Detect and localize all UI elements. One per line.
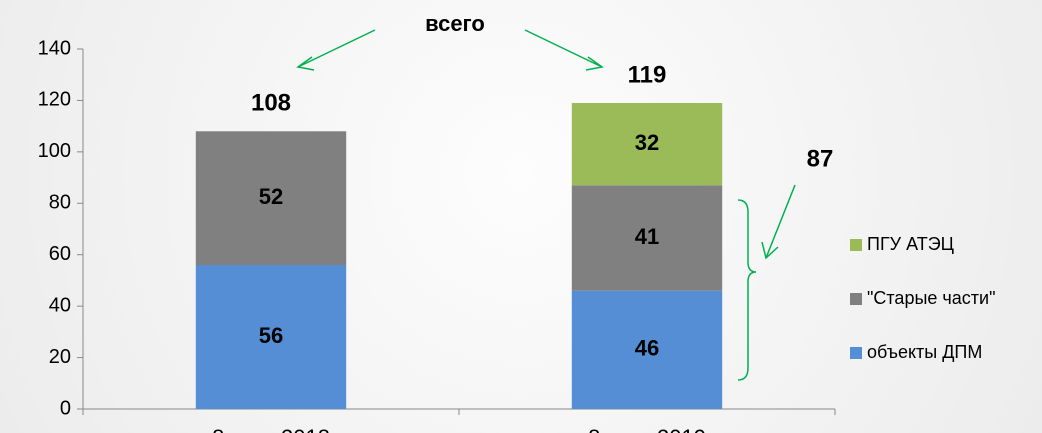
bar-segment <box>571 185 723 291</box>
value-label: 46 <box>635 336 659 361</box>
value-label: 41 <box>635 224 659 249</box>
legend-swatch <box>850 293 862 305</box>
y-tick-label: 20 <box>49 346 71 368</box>
y-tick-label: 140 <box>38 37 71 59</box>
bar-segment <box>195 131 347 265</box>
y-tick-label: 40 <box>49 294 71 316</box>
legend-swatch <box>850 347 862 359</box>
y-tick-label: 120 <box>38 89 71 111</box>
value-label: 56 <box>259 323 283 348</box>
y-tick-label: 100 <box>38 140 71 162</box>
value-label: 52 <box>259 184 283 209</box>
value-label: 32 <box>635 130 659 155</box>
annotation: всего <box>425 11 485 36</box>
x-tick-label: 8 мес. 2018 <box>212 425 330 433</box>
annotation: 87 <box>807 145 834 172</box>
y-tick-label: 60 <box>49 243 71 265</box>
legend-label: объекты ДПМ <box>867 342 982 362</box>
legend-label: ПГУ АТЭЦ <box>867 234 954 254</box>
legend-swatch <box>850 239 862 251</box>
bar-segment <box>571 290 723 409</box>
legend-label: "Старые части" <box>867 288 995 308</box>
y-tick-label: 80 <box>49 192 71 214</box>
bar-segment <box>195 265 347 409</box>
annotation-arrows <box>296 29 796 381</box>
total-label: 119 <box>628 61 667 88</box>
x-tick-label: 8 мес. 2019 <box>588 425 706 433</box>
total-label: 108 <box>251 90 291 117</box>
bar-segment <box>571 103 723 186</box>
y-tick-label: 0 <box>60 397 71 419</box>
